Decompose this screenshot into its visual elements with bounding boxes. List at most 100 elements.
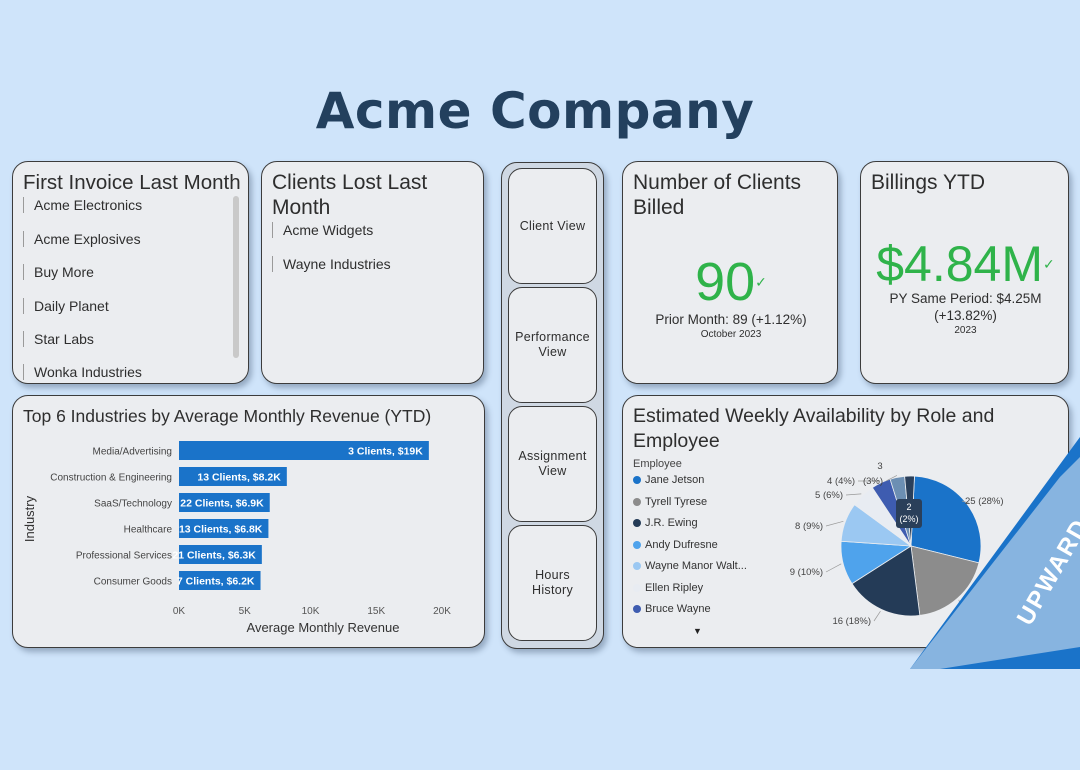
legend-item[interactable]: Ellen Ripley: [633, 582, 703, 594]
pie-leader-line: [961, 500, 969, 504]
legend-title: Employee: [633, 458, 682, 470]
bar-data-label: 3 Clients, $19K: [348, 446, 423, 458]
bar-data-label: 22 Clients, $6.9K: [180, 498, 264, 510]
list-scrollbar[interactable]: [233, 196, 239, 358]
check-icon: ✓: [755, 274, 767, 290]
list-item[interactable]: Buy More: [23, 264, 94, 280]
bar-data-label: 13 Clients, $8.2K: [197, 472, 281, 484]
bar: [179, 441, 429, 460]
pie-data-label: 25 (28%): [965, 496, 1004, 507]
hours-history-button[interactable]: Hours History: [508, 525, 597, 641]
bar: [179, 493, 270, 512]
billings-value: $4.84M✓: [876, 236, 1055, 292]
pie-leader-line: [873, 611, 881, 622]
billings-period: 2023: [954, 325, 977, 336]
x-tick-label: 15K: [367, 606, 385, 617]
bar-category-label: SaaS/Technology: [94, 499, 172, 510]
x-tick-label: 10K: [302, 606, 320, 617]
performance-view-button[interactable]: Performance View: [508, 287, 597, 403]
industries-bar-chart: Media/Advertising 3 Clients, $19K Construc…: [22, 441, 451, 635]
list-item[interactable]: Acme Widgets: [272, 222, 373, 238]
pie-data-label: 8 (9%): [795, 521, 823, 532]
pie-data-label: 4 (4%): [827, 476, 855, 487]
billings-card: Billings YTD $4.84M✓ PY Same Period: $4.…: [860, 161, 1069, 384]
page-title: Acme Company: [315, 82, 755, 140]
legend-item[interactable]: Jane Jetson: [633, 474, 704, 486]
bar-category-label: Healthcare: [124, 525, 173, 536]
first-invoice-card: First Invoice Last Month Acme Electronic…: [12, 161, 249, 384]
legend-label: Jane Jetson: [645, 474, 705, 486]
clients-billed-title: Number of Clients Billed: [633, 171, 802, 219]
pie-tooltip: [896, 499, 922, 528]
upward-banner: UPWARD.: [910, 437, 1080, 669]
client-view-button[interactable]: Client View: [508, 168, 597, 284]
check-icon: ✓: [1043, 256, 1055, 272]
bar-data-label: 13 Clients, $6.8K: [179, 524, 263, 536]
legend-item[interactable]: J.R. Ewing: [633, 517, 698, 529]
bar: [179, 545, 262, 564]
legend-item[interactable]: Bruce Wayne: [633, 603, 711, 615]
legend-more-icon[interactable]: ▼: [693, 626, 702, 636]
legend-label: Bruce Wayne: [645, 603, 711, 615]
clients-billed-value: 90✓: [695, 252, 767, 312]
pie-leader-line: [825, 563, 842, 573]
bar-category-label: Professional Services: [76, 551, 172, 562]
legend-item[interactable]: Andy Dufresne: [633, 539, 718, 551]
billings-prior-2: (+13.82%): [934, 308, 997, 323]
list-item[interactable]: Star Labs: [23, 331, 94, 347]
pie-tooltip-pct: (2%): [899, 514, 918, 524]
legend-swatch: [633, 540, 641, 549]
clients-billed-prior: Prior Month: 89 (+1.12%): [655, 312, 807, 327]
legend-label: Tyrell Tyrese: [645, 495, 708, 508]
legend-item[interactable]: Tyrell Tyrese: [633, 496, 707, 508]
bar: [179, 571, 261, 590]
pie-data-label: 3: [877, 461, 882, 472]
legend-item[interactable]: Wayne Manor Walt...: [633, 560, 747, 572]
bar-category-label: Consumer Goods: [94, 577, 172, 588]
bar: [179, 467, 287, 486]
availability-chart-title: Estimated Weekly Availability by Role an…: [633, 405, 995, 452]
billings-title: Billings YTD: [871, 171, 985, 194]
assignment-view-button[interactable]: Assignment View: [508, 406, 597, 522]
pie-leader-line: [845, 493, 862, 496]
pie-slice: [910, 545, 980, 616]
pie-leader-line: [885, 475, 898, 482]
pie-slice: [851, 545, 921, 617]
view-navigation: Client View Performance View Assignment …: [501, 162, 604, 649]
legend-label: J.R. Ewing: [645, 517, 698, 529]
bar-category-label: Construction & Engineering: [50, 473, 172, 484]
industries-chart-card: Top 6 Industries by Average Monthly Reve…: [12, 395, 485, 648]
pie-tooltip-value: 2: [906, 502, 911, 512]
bar-data-label: 21 Clients, $6.3K: [172, 550, 256, 562]
list-item[interactable]: Acme Electronics: [23, 197, 142, 213]
legend-swatch: [633, 605, 641, 613]
legend-label: Wayne Manor Walt...: [645, 560, 747, 572]
x-axis-label: Average Monthly Revenue: [247, 620, 400, 635]
clients-lost-title: Clients Lost Last Month: [272, 171, 428, 219]
legend-swatch: [633, 476, 641, 484]
list-item[interactable]: Wayne Industries: [272, 256, 391, 272]
x-tick-label: 5K: [239, 606, 252, 617]
pie-leader-line: [825, 520, 844, 527]
clients-billed-period: October 2023: [700, 329, 762, 340]
pie-data-label: (3%): [863, 476, 883, 487]
pie-slice: [910, 475, 982, 564]
pie-data-label: 5 (6%): [815, 490, 843, 501]
x-tick-label: 20K: [433, 606, 451, 617]
legend-label: Ellen Ripley: [645, 581, 704, 594]
legend-swatch: [633, 497, 641, 506]
bar-data-label: 7 Clients, $6.2K: [177, 576, 255, 588]
legend-swatch: [633, 562, 641, 570]
clients-lost-card: Clients Lost Last Month Acme Widgets Way…: [261, 161, 484, 384]
first-invoice-title: First Invoice Last Month: [23, 171, 241, 194]
legend-swatch: [633, 583, 641, 592]
list-item[interactable]: Acme Explosives: [23, 231, 141, 247]
y-axis-label: Industry: [22, 495, 37, 542]
industries-chart-title: Top 6 Industries by Average Monthly Reve…: [23, 406, 432, 426]
x-tick-label: 0K: [173, 606, 186, 617]
bar-category-label: Media/Advertising: [93, 447, 172, 458]
list-item[interactable]: Daily Planet: [23, 298, 109, 314]
list-item[interactable]: Wonka Industries: [23, 364, 142, 380]
clients-billed-card: Number of Clients Billed 90✓ Prior Month…: [622, 161, 838, 384]
pie-data-label: 16 (18%): [832, 616, 871, 627]
